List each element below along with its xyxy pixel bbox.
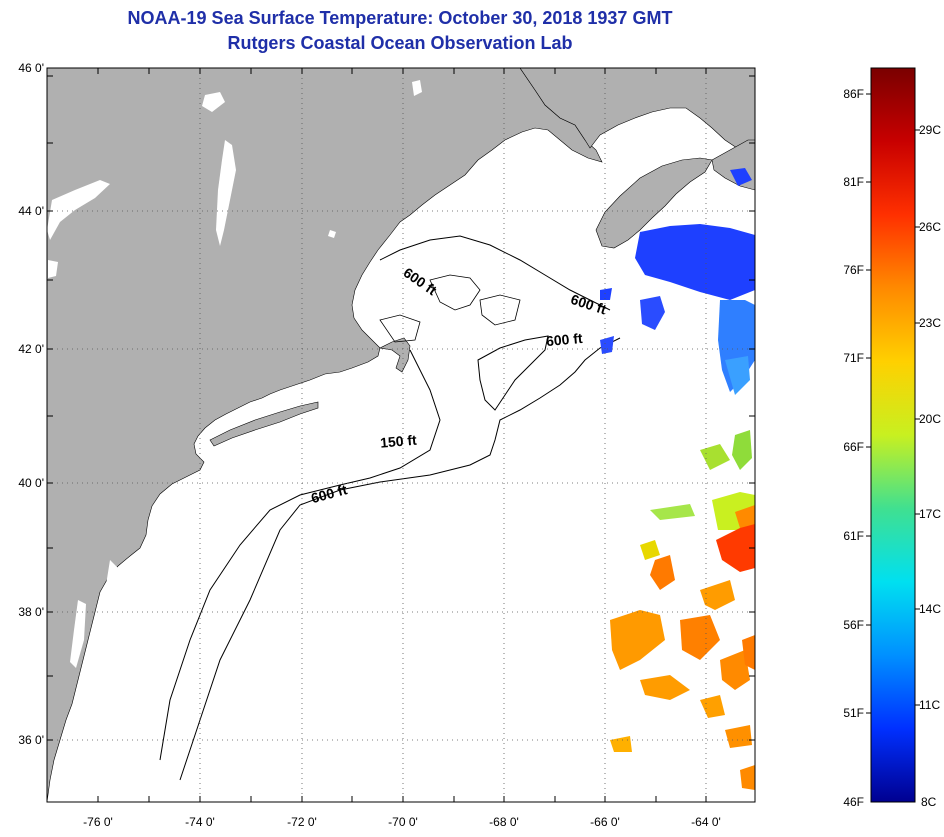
celsius-label: 17C bbox=[919, 507, 941, 521]
inland-lakes bbox=[47, 80, 422, 668]
fahrenheit-label: 46F bbox=[843, 795, 864, 809]
map-title: NOAA-19 Sea Surface Temperature: October… bbox=[127, 8, 673, 28]
temperature-colorbar bbox=[870, 67, 916, 803]
celsius-label: 23C bbox=[919, 316, 941, 330]
fahrenheit-label: 61F bbox=[843, 529, 864, 543]
contour-label: 600 ft bbox=[545, 330, 583, 349]
georges-bank bbox=[477, 335, 549, 411]
celsius-label: 29C bbox=[919, 123, 941, 137]
contour-600ft-gulf bbox=[379, 235, 611, 311]
celsius-label: 8C bbox=[921, 795, 937, 809]
map-subtitle: Rutgers Coastal Ocean Observation Lab bbox=[227, 33, 573, 53]
lon-label: -70 0' bbox=[388, 815, 418, 829]
nova-scotia bbox=[595, 157, 713, 249]
cape-cod bbox=[379, 337, 411, 373]
fahrenheit-label: 76F bbox=[843, 263, 864, 277]
long-island bbox=[209, 401, 319, 447]
lon-label: -74 0' bbox=[185, 815, 215, 829]
colorbar-ticks bbox=[866, 93, 920, 714]
lat-label: 38 0' bbox=[18, 605, 44, 619]
lat-label: 44 0' bbox=[18, 204, 44, 218]
mainland-land bbox=[47, 68, 603, 802]
celsius-label: 11C bbox=[919, 698, 940, 712]
celsius-label: 20C bbox=[919, 412, 941, 426]
map-frame bbox=[46, 67, 756, 803]
lat-lon-grid bbox=[47, 68, 755, 802]
lon-label: -66 0' bbox=[590, 815, 620, 829]
lat-label: 40 0' bbox=[18, 476, 44, 490]
lon-label: -68 0' bbox=[489, 815, 519, 829]
contour-600ft-shelf bbox=[179, 337, 621, 781]
gulf-basins bbox=[379, 274, 521, 343]
fahrenheit-label: 81F bbox=[843, 175, 864, 189]
fahrenheit-label: 51F bbox=[843, 706, 864, 720]
sst-data bbox=[600, 168, 755, 790]
axis-ticks bbox=[47, 68, 755, 802]
contour-150ft bbox=[159, 349, 441, 761]
fahrenheit-label: 86F bbox=[843, 87, 864, 101]
lon-label: -76 0' bbox=[83, 815, 113, 829]
celsius-label: 14C bbox=[919, 602, 941, 616]
lon-label: -72 0' bbox=[287, 815, 317, 829]
contour-label: 150 ft bbox=[379, 432, 417, 451]
lat-label: 46 0' bbox=[18, 61, 44, 75]
celsius-label: 26C bbox=[919, 220, 941, 234]
fahrenheit-label: 66F bbox=[843, 440, 864, 454]
fahrenheit-label: 56F bbox=[843, 618, 864, 632]
fahrenheit-label: 71F bbox=[843, 351, 864, 365]
lat-label: 42 0' bbox=[18, 342, 44, 356]
lat-label: 36 0' bbox=[18, 733, 44, 747]
lon-label: -64 0' bbox=[691, 815, 721, 829]
